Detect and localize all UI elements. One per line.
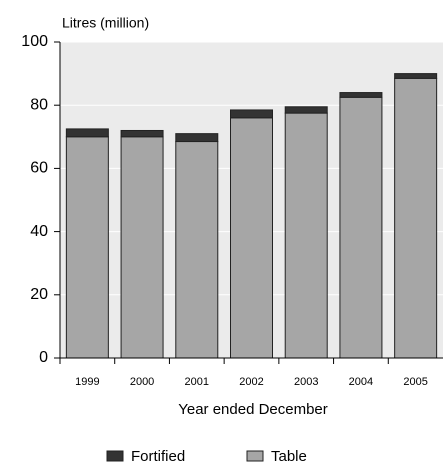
x-axis-label: Year ended December	[178, 401, 328, 418]
legend-swatch	[246, 450, 264, 462]
y-axis-label: Litres (million)	[62, 15, 149, 31]
x-tick-label: 1999	[75, 376, 99, 388]
bar-segment	[339, 92, 383, 98]
legend-label: Table	[271, 448, 307, 465]
bar-segment	[339, 96, 383, 359]
bar-segment	[284, 106, 328, 114]
legend-label: Fortified	[131, 448, 185, 465]
x-tick-label: 2002	[239, 376, 263, 388]
legend-swatch	[106, 450, 124, 462]
bar-segment	[65, 128, 109, 138]
bar-segment	[230, 109, 273, 119]
y-tick-label: 20	[30, 286, 48, 303]
x-tick-label: 2003	[294, 376, 318, 388]
x-tick-label: 2001	[185, 376, 209, 388]
x-tick-label: 2005	[403, 376, 427, 388]
y-tick-label: 0	[39, 349, 48, 366]
x-tick-label: 2000	[130, 376, 154, 388]
y-tick-label: 40	[30, 223, 48, 240]
bar-segment	[284, 112, 328, 359]
bar-segment	[394, 73, 438, 79]
bar-segment	[175, 141, 219, 359]
bar-segment	[120, 136, 164, 359]
y-tick-label: 60	[30, 160, 48, 177]
bar-segment	[65, 136, 109, 359]
bar-segment	[230, 117, 273, 359]
bar-segment	[175, 133, 219, 143]
bar-segment	[120, 129, 164, 138]
y-tick-label: 100	[21, 33, 48, 50]
bar-segment	[394, 77, 438, 359]
x-tick-label: 2004	[349, 376, 373, 388]
y-tick-label: 80	[30, 96, 48, 113]
